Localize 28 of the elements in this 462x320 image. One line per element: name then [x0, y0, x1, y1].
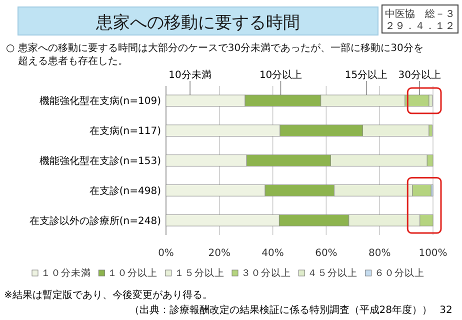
x-tick-label: 80% — [368, 248, 391, 259]
y-tick-label: 機能強化型在支病(n=109) — [39, 95, 162, 108]
text: 30分以上 — [398, 69, 442, 81]
text: 10分以上 — [259, 69, 302, 81]
y-tick-label: 機能強化型在支診(n=153) — [39, 155, 162, 167]
x-tick-label: 60% — [315, 248, 338, 259]
chart-title: 患家への移動に要する時間 — [95, 13, 300, 33]
text: （出典：診療報酬改定の結果検証に係る特別調査（平成28年度）） — [129, 304, 432, 316]
x-tick-label: 100% — [418, 248, 448, 259]
legend-label: ４５分以上 — [308, 267, 358, 279]
text: 32 — [440, 305, 452, 316]
legend-label: １０分以上 — [108, 267, 158, 279]
y-tick-label: 在支診(n=498) — [89, 184, 162, 197]
legend-label: ３０分以上 — [241, 267, 291, 279]
text: 10分未満 — [168, 69, 212, 81]
legend-label: ６０分以上 — [374, 267, 424, 279]
x-tick-label: 40% — [262, 248, 284, 259]
text: ２９．４．１２ — [385, 21, 455, 32]
legend-label: １０分未満 — [41, 267, 91, 279]
legend-label: １５分以上 — [174, 267, 224, 279]
chart-subtitle: ○ 患家への移動に要する時間は大部分のケースで30分未満であったが、一部に移動に30分を超える患者も存在した。 — [6, 42, 424, 67]
text: 中医協 総－３ — [385, 8, 455, 20]
text: ※結果は暫定版であり、今後変更があり得る。 — [4, 289, 212, 301]
y-tick-label: 在支病(n=117) — [89, 125, 162, 138]
text: 15分以上 — [344, 69, 388, 81]
x-tick-label: 20% — [208, 248, 231, 259]
x-tick-label: 0% — [158, 248, 174, 259]
y-tick-label: 在支診以外の診療所(n=248) — [29, 214, 162, 227]
